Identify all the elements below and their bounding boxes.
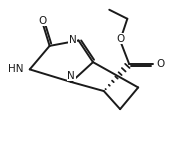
Text: HN: HN bbox=[8, 64, 23, 74]
Text: O: O bbox=[156, 59, 165, 69]
Text: O: O bbox=[38, 16, 46, 26]
Text: N: N bbox=[69, 35, 77, 45]
Text: O: O bbox=[116, 34, 124, 44]
Text: N: N bbox=[68, 71, 75, 81]
